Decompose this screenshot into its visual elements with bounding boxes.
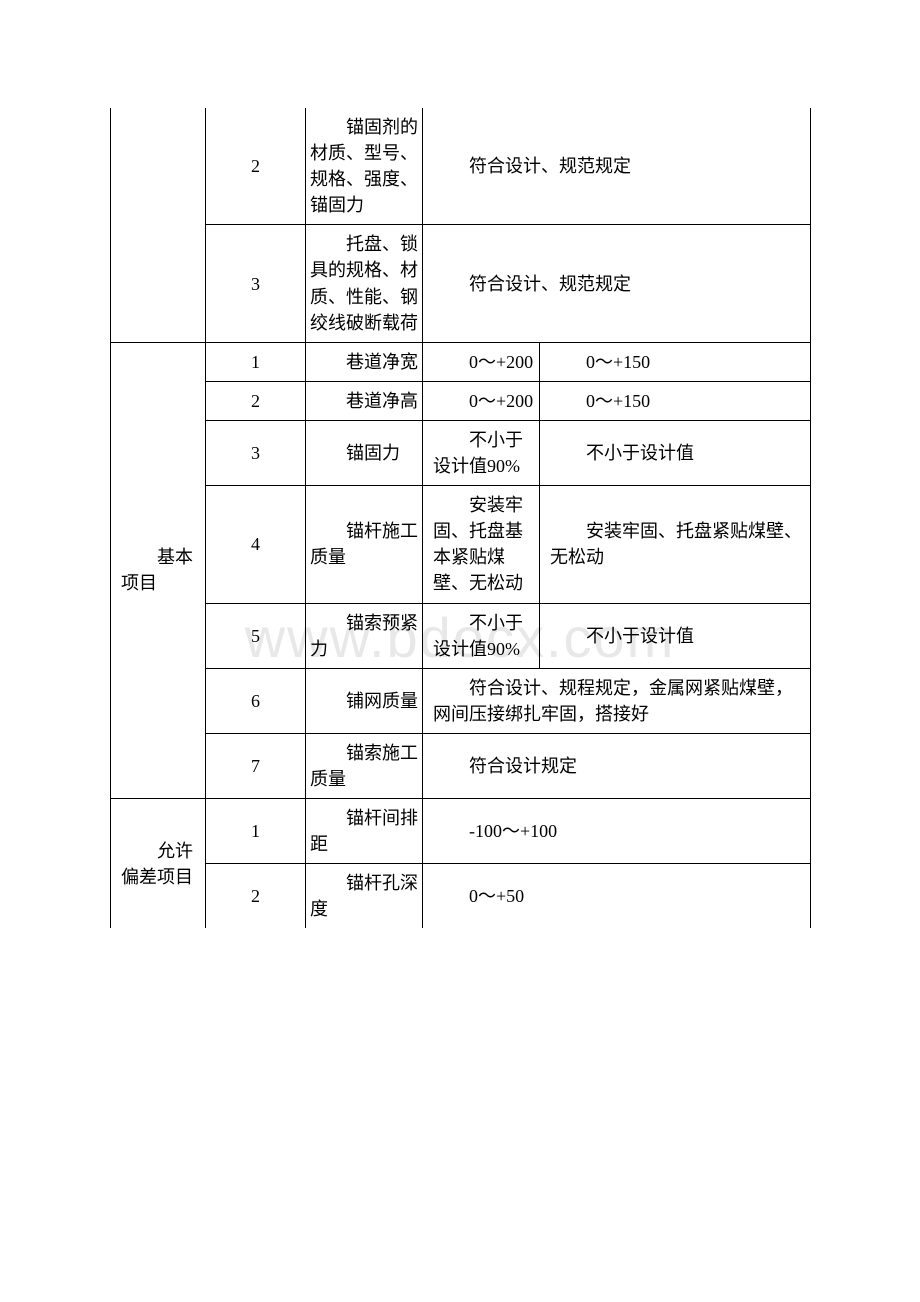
- table-row: 6 铺网质量 符合设计、规程规定，金属网紧贴煤壁，网间压接绑扎牢固，搭接好: [111, 668, 811, 733]
- value-col2: 不小于设计值: [540, 420, 811, 485]
- value-col2: 不小于设计值: [540, 603, 811, 668]
- value-col1: 不小于设计值90%: [423, 420, 540, 485]
- row-number: 1: [206, 799, 306, 864]
- value-col2: 0～+150: [540, 381, 811, 420]
- table-row: 4 锚杆施工质量 安装牢固、托盘基本紧贴煤壁、无松动 安装牢固、托盘紧贴煤壁、无…: [111, 486, 811, 603]
- spec-table: 2 锚固剂的材质、型号、规格、强度、锚固力 符合设计、规范规定 3 托盘、锁具的…: [110, 108, 811, 928]
- row-number: 2: [206, 381, 306, 420]
- value-merged: 0～+50: [423, 864, 811, 929]
- value-merged: 符合设计规定: [423, 733, 811, 798]
- item-cell: 锚索预紧力: [306, 603, 423, 668]
- row-number: 4: [206, 486, 306, 603]
- value-col1: 0～+200: [423, 342, 540, 381]
- table-row: 3 托盘、锁具的规格、材质、性能、钢绞线破断载荷 符合设计、规范规定: [111, 225, 811, 342]
- value-merged: 符合设计、规范规定: [423, 225, 811, 342]
- table-row: 基本项目 1 巷道净宽 0～+200 0～+150: [111, 342, 811, 381]
- item-cell: 巷道净高: [306, 381, 423, 420]
- item-cell: 锚索施工质量: [306, 733, 423, 798]
- table-row: 7 锚索施工质量 符合设计规定: [111, 733, 811, 798]
- category-cell-empty: [111, 108, 206, 342]
- item-cell: 锚杆间排距: [306, 799, 423, 864]
- value-merged: 符合设计、规程规定，金属网紧贴煤壁，网间压接绑扎牢固，搭接好: [423, 668, 811, 733]
- table-row: 2 锚固剂的材质、型号、规格、强度、锚固力 符合设计、规范规定: [111, 108, 811, 225]
- item-cell: 锚杆施工质量: [306, 486, 423, 603]
- row-number: 3: [206, 225, 306, 342]
- table-row: 允许偏差项目 1 锚杆间排距 -100～+100: [111, 799, 811, 864]
- value-merged: -100～+100: [423, 799, 811, 864]
- table-row: 3 锚固力 不小于设计值90% 不小于设计值: [111, 420, 811, 485]
- value-col1: 安装牢固、托盘基本紧贴煤壁、无松动: [423, 486, 540, 603]
- row-number: 6: [206, 668, 306, 733]
- table-row: 2 巷道净高 0～+200 0～+150: [111, 381, 811, 420]
- row-number: 3: [206, 420, 306, 485]
- value-col1: 0～+200: [423, 381, 540, 420]
- row-number: 1: [206, 342, 306, 381]
- table-row: 2 锚杆孔深度 0～+50: [111, 864, 811, 929]
- value-merged: 符合设计、规范规定: [423, 108, 811, 225]
- row-number: 5: [206, 603, 306, 668]
- row-number: 7: [206, 733, 306, 798]
- item-cell: 托盘、锁具的规格、材质、性能、钢绞线破断载荷: [306, 225, 423, 342]
- category-cell-basic: 基本项目: [111, 342, 206, 798]
- row-number: 2: [206, 864, 306, 929]
- table-row: 5 锚索预紧力 不小于设计值90% 不小于设计值: [111, 603, 811, 668]
- value-col2: 0～+150: [540, 342, 811, 381]
- value-col1: 不小于设计值90%: [423, 603, 540, 668]
- item-cell: 锚固剂的材质、型号、规格、强度、锚固力: [306, 108, 423, 225]
- item-cell: 巷道净宽: [306, 342, 423, 381]
- spec-table-wrapper: 2 锚固剂的材质、型号、规格、强度、锚固力 符合设计、规范规定 3 托盘、锁具的…: [110, 108, 810, 928]
- item-cell: 铺网质量: [306, 668, 423, 733]
- item-cell: 锚杆孔深度: [306, 864, 423, 929]
- item-cell: 锚固力: [306, 420, 423, 485]
- category-cell-deviation: 允许偏差项目: [111, 799, 206, 929]
- row-number: 2: [206, 108, 306, 225]
- value-col2: 安装牢固、托盘紧贴煤壁、无松动: [540, 486, 811, 603]
